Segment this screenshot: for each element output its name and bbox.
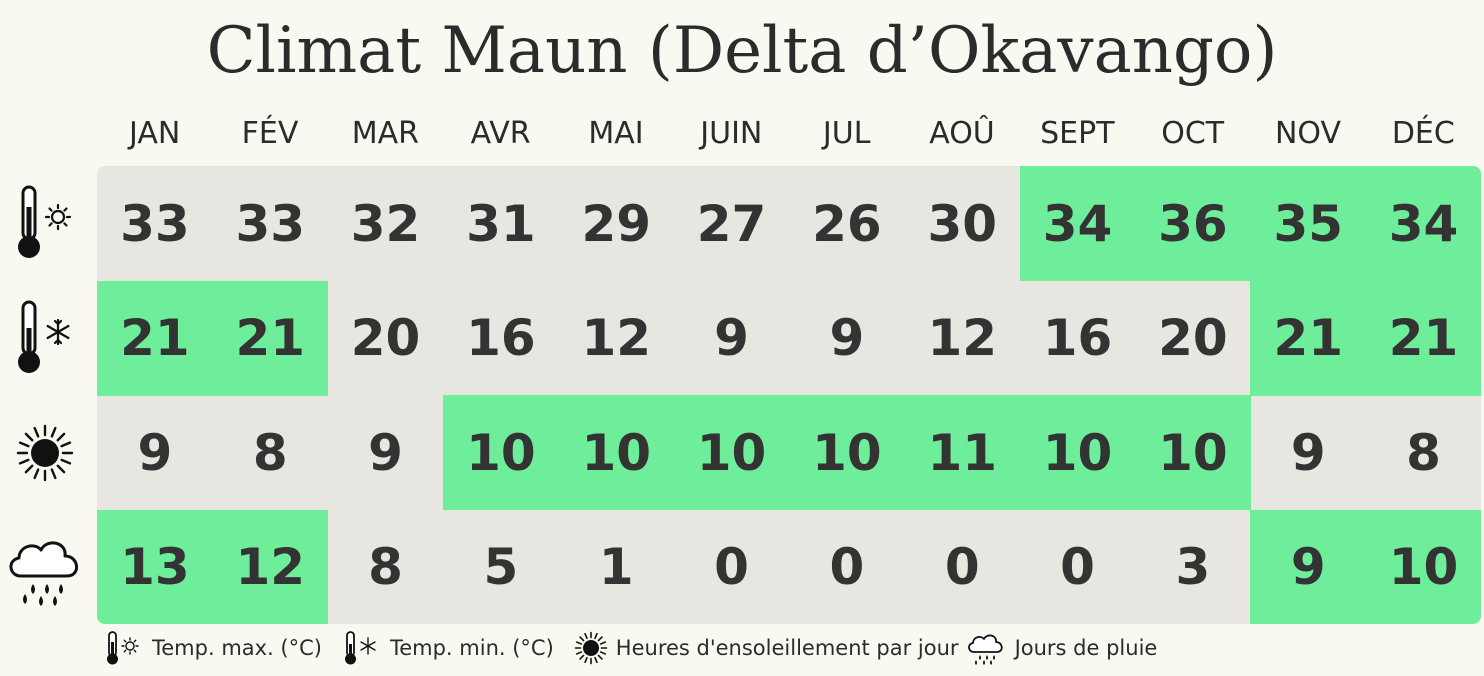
table-cell: 10: [558, 395, 675, 510]
table-cell: 33: [120, 194, 190, 253]
month-label: JAN: [129, 116, 181, 151]
table-cell: 9: [1290, 423, 1326, 482]
table-cell: 21: [1365, 280, 1481, 396]
rain-cloud-icon: [967, 634, 1003, 665]
table-cell: 0: [829, 538, 865, 596]
table-cell: 3: [1175, 538, 1211, 596]
table-cell: 34: [1365, 166, 1481, 281]
table-cell: 21: [97, 280, 213, 396]
table-cell: 8: [1406, 423, 1441, 482]
table-cell: 33: [235, 194, 306, 253]
table-cell: 10: [673, 395, 790, 510]
table-cell: 9: [1250, 509, 1367, 624]
table-cell: 9: [714, 309, 749, 367]
legend-item-sunshine: Heures d'ensoleillement par jour: [574, 631, 959, 665]
table-cell: 9: [137, 423, 173, 482]
sun-icon: [574, 631, 608, 665]
rain-cloud-icon: [0, 511, 90, 625]
sun-icon: [0, 396, 90, 510]
table-cell: 13: [97, 509, 213, 624]
table-cell: 11: [904, 395, 1021, 510]
table-cell: 27: [696, 194, 767, 253]
table-cell: 0: [944, 538, 980, 596]
table-cell: 20: [1158, 309, 1228, 367]
table-cell: 21: [212, 280, 329, 396]
chart-title: Climat Maun (Delta d’Okavango): [206, 14, 1278, 88]
month-header-row: JAN FÉV MAR AVR MAI JUIN JUL AOÛ SEPT OCT NOV DÉC: [97, 112, 1481, 156]
legend-label: Jours de pluie: [1014, 636, 1158, 660]
month-label: JUL: [822, 116, 871, 151]
table-cell: 21: [1250, 280, 1367, 396]
table-cell: 10: [443, 395, 559, 510]
legend-item-rain: Jours de pluie: [965, 630, 1158, 666]
climate-table: 33 33 32 31 29 27 26 30 34 36 35 34 21 21 20 16 12 9 9 12 16…: [97, 166, 1481, 624]
table-cell: 32: [350, 194, 421, 253]
thermometer-snowflake-icon: [344, 631, 376, 665]
legend-label: Temp. min. (°C): [389, 636, 554, 660]
legend-label: Temp. max. (°C): [152, 636, 322, 660]
month-label: JUIN: [700, 116, 763, 151]
table-cell: 0: [714, 538, 749, 596]
table-cell: 12: [927, 309, 998, 367]
legend-item-temp-max: Temp. max. (°C): [104, 630, 322, 666]
legend-label: Heures d'ensoleillement par jour: [615, 636, 959, 660]
table-cell: 8: [368, 538, 403, 596]
table-cell: 20: [350, 309, 421, 367]
table-cell: 10: [789, 395, 905, 510]
thermometer-sun-icon: [0, 166, 90, 280]
month-label: MAR: [351, 116, 419, 151]
month-label: SEPT: [1040, 116, 1115, 151]
month-label: OCT: [1161, 116, 1225, 151]
table-cell: 29: [581, 194, 652, 253]
month-label: MAI: [588, 116, 644, 151]
table-cell: 10: [1135, 395, 1251, 510]
month-label: FÉV: [241, 116, 299, 151]
table-cell: 36: [1135, 166, 1251, 281]
table-cell: 9: [368, 423, 403, 482]
table-cell: 31: [466, 194, 536, 253]
table-cell: 16: [1042, 309, 1113, 367]
thermometer-sun-icon: [107, 631, 139, 665]
table-cell: 10: [1365, 509, 1481, 624]
table-cell: 16: [466, 309, 536, 367]
table-cell: 26: [812, 194, 882, 253]
table-cell: 0: [1060, 538, 1095, 596]
table-cell: 10: [1019, 395, 1136, 510]
legend-item-temp-min: Temp. min. (°C): [342, 630, 554, 666]
table-cell: 34: [1019, 166, 1136, 281]
table-cell: 5: [483, 538, 519, 596]
month-label: DÉC: [1391, 116, 1455, 151]
table-cell: 30: [927, 194, 998, 253]
table-cell: 8: [252, 423, 288, 482]
month-label: AVR: [470, 116, 531, 151]
thermometer-snowflake-icon: [0, 281, 90, 395]
table-cell: 35: [1250, 166, 1367, 281]
month-label: NOV: [1274, 116, 1342, 151]
legend: Temp. max. (°C) Temp. min. (°C) Heures d…: [104, 628, 1163, 668]
month-label: AOÛ: [929, 116, 995, 151]
table-cell: 12: [212, 509, 329, 624]
table-cell: 9: [829, 309, 865, 367]
table-cell: 12: [581, 309, 652, 367]
table-cell: 1: [598, 538, 634, 596]
